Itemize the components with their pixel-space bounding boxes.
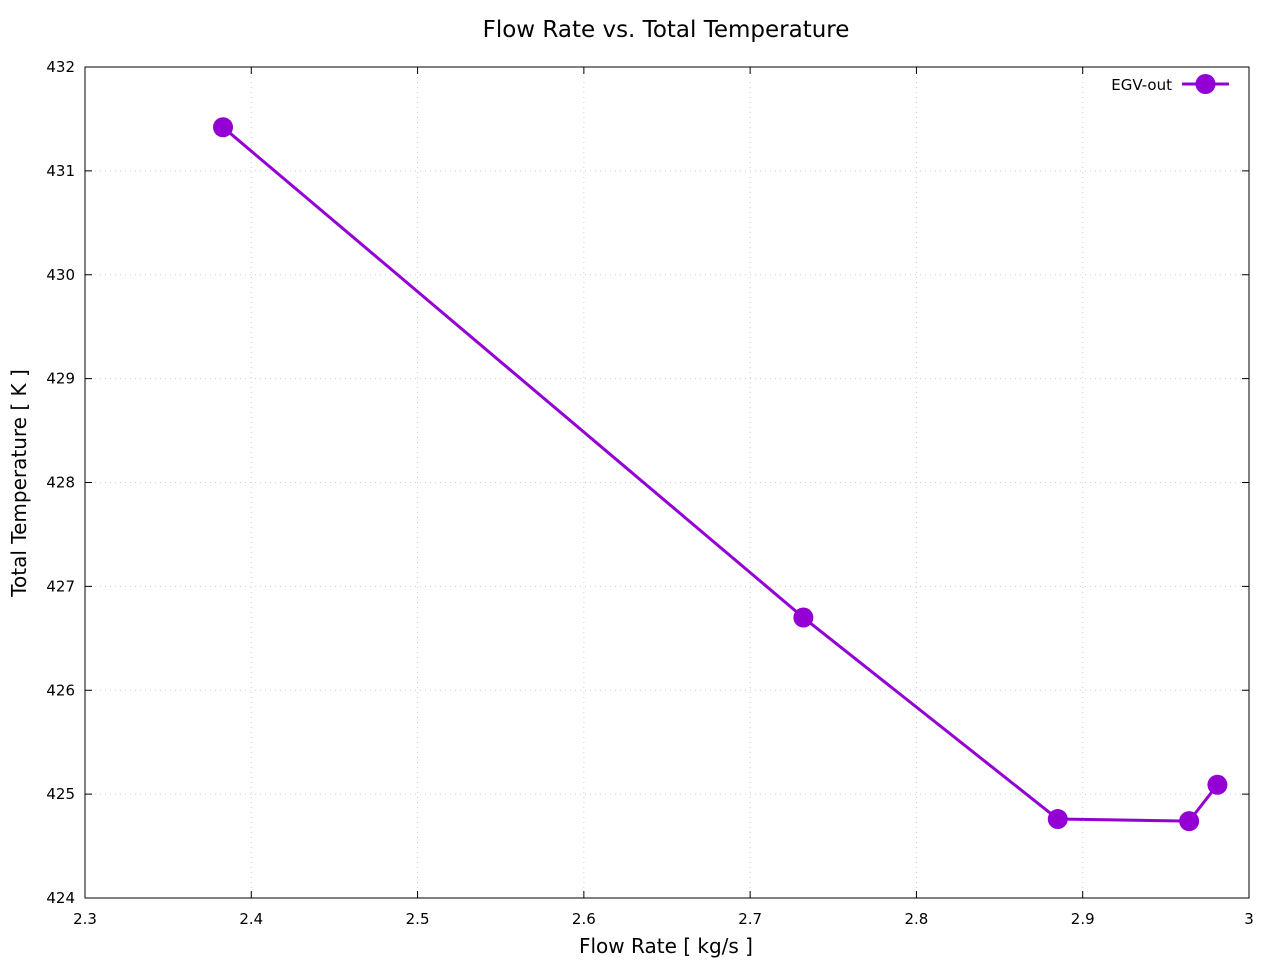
data-point [793,607,814,628]
x-tick-labels: 2.3 2.4 2.5 2.6 2.7 2.8 2.9 3 [73,910,1254,928]
y-tick-label: 432 [46,58,75,76]
x-tick-label: 2.6 [572,910,596,928]
x-tick-label: 2.4 [239,910,263,928]
x-axis-label: Flow Rate [ kg/s ] [579,934,753,958]
x-tick-label: 2.3 [73,910,97,928]
axis-ticks [84,66,1250,899]
series-layer [213,117,1228,832]
legend: EGV-out [1111,74,1229,94]
legend-marker-swatch [1195,74,1216,94]
y-tick-label: 427 [46,577,75,595]
x-tick-label: 2.8 [904,910,928,928]
y-tick-label: 431 [46,162,75,180]
series-line [222,126,1219,823]
x-tick-label: 3 [1244,910,1254,928]
data-point [1179,811,1200,832]
data-point [213,117,234,138]
x-tick-label: 2.5 [406,910,430,928]
grid [85,67,1249,898]
x-tick-label: 2.7 [738,910,762,928]
legend-label: EGV-out [1111,76,1172,94]
y-tick-label: 424 [46,889,75,907]
x-tick-label: 2.9 [1071,910,1095,928]
plot-frame [84,66,1250,899]
y-tick-labels: 424 425 426 427 428 429 430 431 432 [46,58,75,907]
y-axis-label: Total Temperature [ K ] [7,369,31,598]
chart-title: Flow Rate vs. Total Temperature [483,17,850,43]
data-point [1207,774,1228,795]
y-tick-label: 430 [46,266,75,284]
data-point [1047,809,1068,830]
y-tick-label: 429 [46,370,75,388]
y-tick-label: 428 [46,474,75,492]
y-tick-label: 426 [46,681,75,699]
y-tick-label: 425 [46,785,75,803]
